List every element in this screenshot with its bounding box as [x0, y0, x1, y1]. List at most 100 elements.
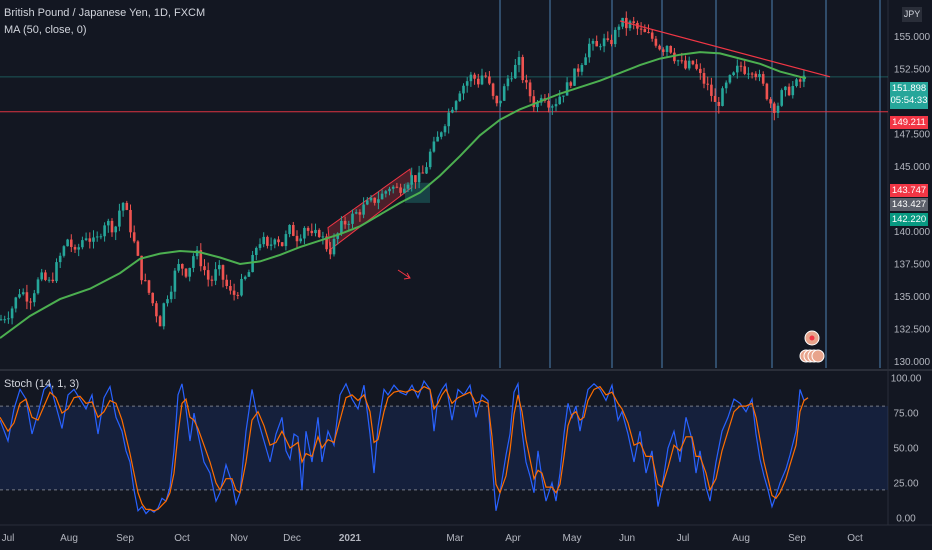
candle-body	[181, 264, 184, 269]
stoch-tick-label: 50.00	[893, 444, 918, 455]
candle-body	[425, 167, 428, 174]
resistance-price-tag: 149.211	[890, 116, 928, 129]
descending-trendline	[619, 20, 831, 78]
candle-body	[787, 86, 791, 96]
candle-body	[599, 46, 602, 48]
candle-body	[280, 242, 284, 247]
candle-body	[406, 184, 410, 189]
candle-body	[724, 82, 728, 89]
symbol-title: British Pound / Japanese Yen, 1D, FXCM	[4, 7, 206, 19]
candle-body	[736, 65, 739, 73]
candle-body	[166, 299, 169, 304]
candle-body	[29, 301, 32, 303]
candle-body	[343, 220, 347, 225]
price-tick-label: 140.000	[894, 227, 931, 238]
candle-body	[92, 237, 95, 242]
candle-body	[602, 38, 606, 47]
candle-body	[773, 103, 776, 113]
candle-body	[347, 223, 351, 225]
candle-body	[639, 28, 643, 30]
candle-body	[758, 74, 761, 78]
candle-body	[517, 57, 521, 65]
candle-body	[81, 240, 84, 248]
candle-body	[55, 262, 58, 282]
high-price-tag: 143.747	[890, 184, 928, 197]
candle-body	[362, 204, 365, 215]
candle-body	[118, 210, 121, 227]
price-tick-label: 147.500	[894, 130, 931, 141]
stoch-tick-label: 100.00	[891, 374, 922, 385]
candle-body	[403, 188, 406, 193]
candle-body	[206, 270, 210, 280]
candle-body	[336, 233, 339, 239]
candle-body	[795, 79, 798, 87]
currency-badge[interactable]: JPY	[902, 7, 922, 22]
candle-body	[70, 239, 73, 247]
candle-body	[606, 38, 610, 40]
candle-body	[18, 294, 21, 298]
candle-body	[99, 236, 103, 238]
candle-body	[314, 229, 317, 234]
candle-body	[10, 308, 14, 319]
candle-body	[521, 57, 524, 81]
candle-body	[421, 172, 425, 174]
candle-body	[617, 26, 621, 30]
candle-body	[369, 197, 373, 201]
candle-body	[155, 303, 158, 317]
price-tick-label: 152.500	[894, 65, 931, 76]
candle-body	[125, 202, 129, 210]
candle-body	[443, 126, 447, 133]
candle-body	[654, 38, 658, 46]
candle-body	[451, 109, 454, 113]
time-tick-label: Aug	[732, 533, 750, 544]
candle-body	[273, 239, 277, 245]
candle-body	[288, 224, 291, 235]
candle-body	[695, 64, 698, 69]
candle-body	[132, 232, 136, 242]
candle-body	[532, 96, 536, 108]
candle-body	[662, 49, 665, 52]
ma-indicator-label: MA (50, close, 0)	[4, 24, 87, 36]
candle-body	[569, 82, 573, 86]
candle-body	[151, 292, 154, 304]
candle-body	[432, 141, 436, 152]
candle-body	[743, 66, 746, 74]
stoch-tick-label: 75.00	[893, 409, 918, 420]
price-channel	[327, 168, 413, 251]
candle-body	[103, 225, 106, 237]
candle-body	[576, 68, 580, 72]
candle-body	[236, 294, 240, 296]
time-tick-label: Mar	[446, 533, 464, 544]
candle-body	[739, 65, 743, 67]
candle-body	[447, 112, 450, 127]
candle-body	[218, 265, 221, 270]
candle-body	[391, 186, 395, 189]
candle-body	[21, 292, 25, 295]
candle-body	[765, 83, 769, 100]
candle-body	[62, 246, 66, 256]
candle-body	[458, 93, 462, 102]
candle-body	[199, 250, 203, 267]
arrow-annotation	[397, 269, 411, 280]
time-tick-label: Jul	[2, 533, 15, 544]
candle-body	[44, 272, 47, 280]
candle-body	[750, 73, 754, 75]
candle-body	[177, 264, 180, 271]
candle-body	[366, 200, 369, 205]
candle-body	[484, 75, 487, 77]
candle-body	[121, 202, 125, 211]
candle-body	[591, 40, 595, 44]
stoch-band	[0, 406, 888, 490]
candle-body	[684, 60, 687, 69]
candle-body	[51, 279, 55, 282]
candle-body	[184, 268, 188, 277]
candle-body	[358, 212, 362, 215]
candle-body	[536, 102, 539, 108]
stoch-d-line	[0, 385, 809, 512]
candle-body	[136, 241, 140, 256]
candle-body	[647, 32, 650, 34]
event-icon-stack	[811, 349, 825, 363]
candle-body	[473, 74, 476, 79]
stoch-indicator-label: Stoch (14, 1, 3)	[4, 378, 80, 390]
